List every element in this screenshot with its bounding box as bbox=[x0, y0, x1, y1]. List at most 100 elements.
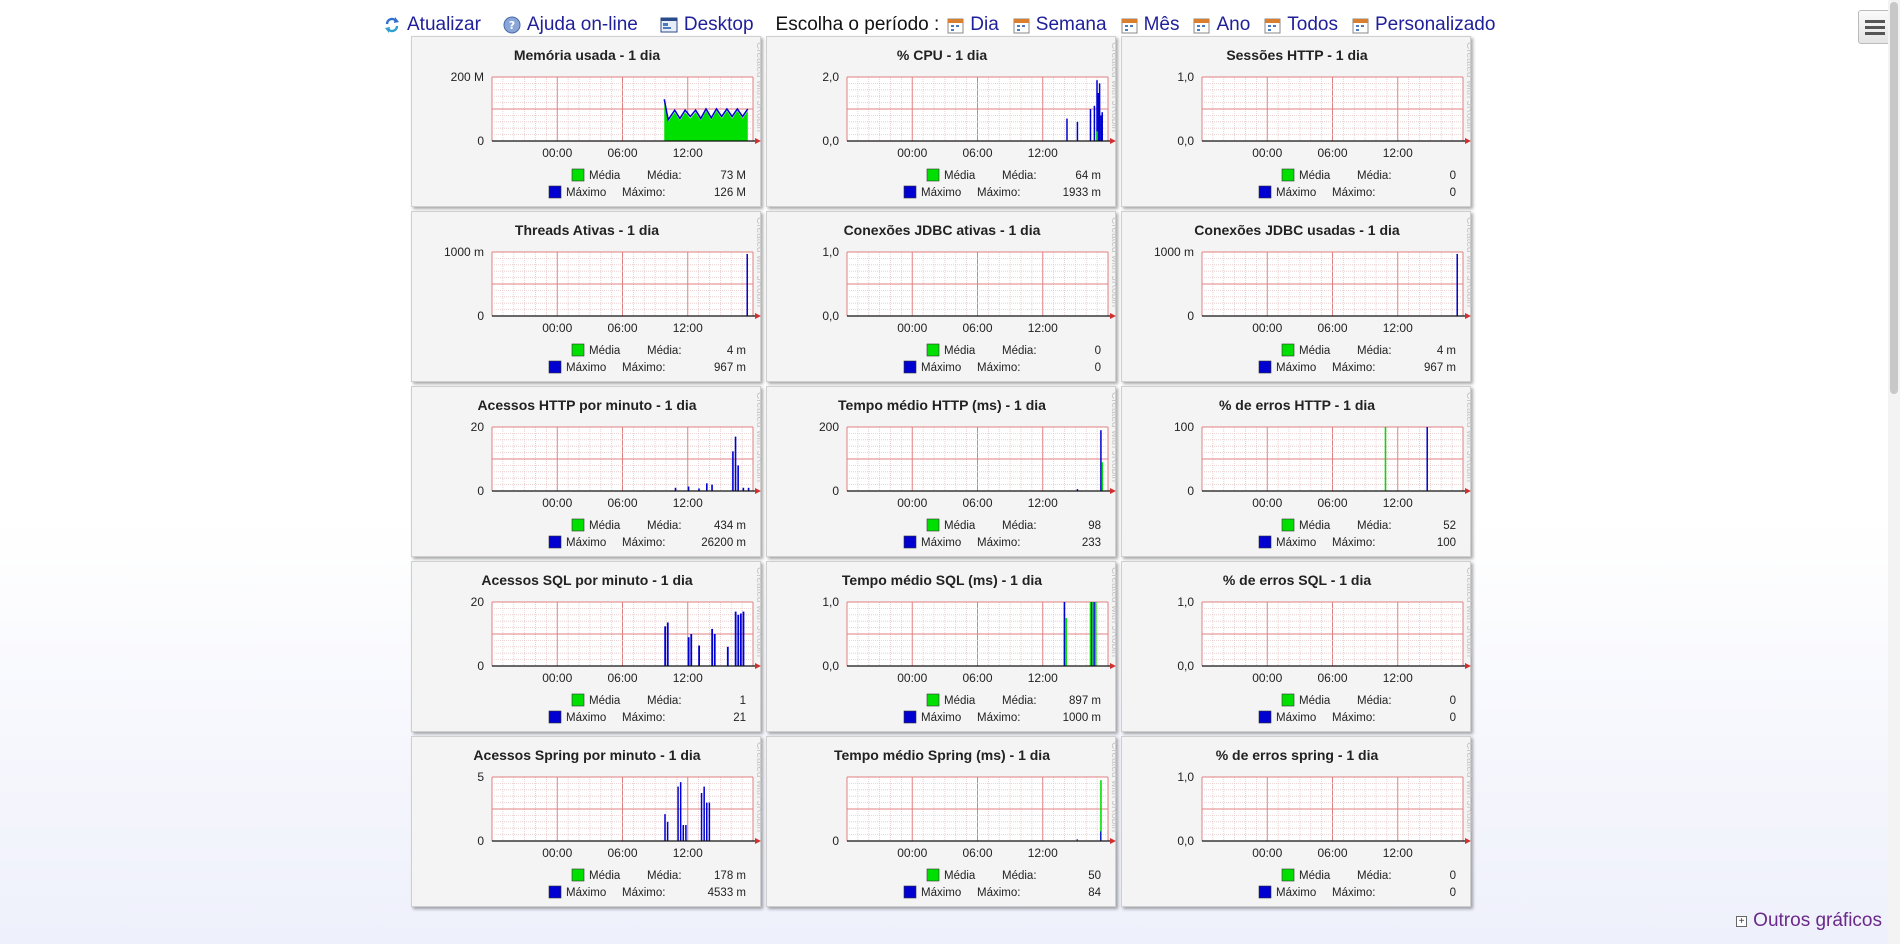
legend-swatch-max bbox=[1258, 360, 1272, 374]
desktop-link[interactable]: Desktop bbox=[660, 14, 754, 36]
legend-swatch-mean bbox=[926, 343, 940, 357]
x-tick-label: 00:00 bbox=[897, 496, 927, 510]
mean-value: 73 M bbox=[720, 170, 746, 182]
x-tick-label: 12:00 bbox=[1383, 846, 1413, 860]
x-tick-label: 06:00 bbox=[962, 846, 992, 860]
chart-legend: Média Média: 0 Máximo Máximo: 0 bbox=[1258, 868, 1456, 899]
help-link[interactable]: ? Ajuda on-line bbox=[503, 14, 638, 36]
chart-panel[interactable]: Conexões JDBC usadas - 1 dia Created with… bbox=[1121, 211, 1472, 382]
chart-legend: Média Média: 4 m Máximo Máximo: 967 m bbox=[548, 343, 746, 374]
x-tick-label: 06:00 bbox=[607, 146, 637, 160]
chart-panel[interactable]: Sessões HTTP - 1 dia Created with JRobin 1… bbox=[1121, 36, 1472, 207]
x-tick-label: 12:00 bbox=[1383, 321, 1413, 335]
y-tick-bottom: 0 bbox=[1187, 484, 1194, 498]
legend-swatch-mean bbox=[926, 868, 940, 882]
x-tick-label: 00:00 bbox=[897, 146, 927, 160]
legend-value-label-mean: Média: bbox=[1002, 695, 1037, 707]
max-value: 21 bbox=[733, 712, 746, 724]
watermark: Created with JRobin bbox=[1109, 567, 1117, 657]
chart-series bbox=[664, 611, 745, 666]
chart-title: % de erros HTTP - 1 dia bbox=[1219, 397, 1375, 413]
y-tick-bottom: 0 bbox=[832, 834, 839, 848]
watermark: Created with JRobin bbox=[1109, 392, 1117, 482]
watermark: Created with JRobin bbox=[1109, 42, 1117, 132]
legend-value-label-max: Máximo: bbox=[622, 362, 665, 374]
y-tick-bottom: 0,0 bbox=[1177, 134, 1194, 148]
y-tick-bottom: 0,0 bbox=[822, 309, 839, 323]
chart-panel[interactable]: % de erros HTTP - 1 dia Created with JRob… bbox=[1121, 386, 1472, 557]
chart-panel[interactable]: Tempo médio HTTP (ms) - 1 dia Created wit… bbox=[766, 386, 1117, 557]
period-link-0[interactable]: Dia bbox=[947, 14, 999, 36]
chart-series bbox=[1076, 780, 1102, 841]
chart-title: Tempo médio HTTP (ms) - 1 dia bbox=[838, 397, 1046, 413]
chart-panel[interactable]: Acessos Spring por minuto - 1 dia Created… bbox=[411, 736, 762, 907]
x-tick-label: 00:00 bbox=[542, 496, 572, 510]
period-link-1[interactable]: Semana bbox=[1013, 14, 1107, 36]
legend-swatch-max bbox=[903, 885, 917, 899]
watermark: Created with JRobin bbox=[1464, 217, 1472, 307]
menu-button[interactable] bbox=[1858, 10, 1892, 44]
expand-icon: + bbox=[1736, 915, 1748, 927]
chart-svg: Conexões JDBC ativas - 1 dia Created with… bbox=[822, 217, 1117, 374]
refresh-link[interactable]: Atualizar bbox=[383, 14, 481, 36]
max-value: 1000 m bbox=[1063, 712, 1101, 724]
y-tick-top: 2,0 bbox=[822, 70, 839, 84]
legend-swatch-mean bbox=[1281, 693, 1295, 707]
x-tick-label: 12:00 bbox=[1028, 671, 1058, 685]
y-tick-top: 1,0 bbox=[1177, 595, 1194, 609]
x-tick-label: 06:00 bbox=[607, 671, 637, 685]
legend-value-label-max: Máximo: bbox=[977, 362, 1020, 374]
legend-label-mean: Média bbox=[1299, 695, 1331, 707]
chart-panel[interactable]: % CPU - 1 dia Created with JRobin 2,0 0,0 00… bbox=[766, 36, 1117, 207]
chart-title: Conexões JDBC ativas - 1 dia bbox=[844, 222, 1041, 238]
axis-arrow-icon bbox=[755, 313, 761, 319]
watermark: Created with JRobin bbox=[754, 217, 762, 307]
chart-legend: Média Média: 897 m Máximo Máximo: 1000 m bbox=[903, 693, 1101, 724]
chart-panel[interactable]: Conexões JDBC ativas - 1 dia Created with… bbox=[766, 211, 1117, 382]
other-charts-link[interactable]: + Outros gráficos bbox=[1736, 910, 1882, 932]
legend-value-label-max: Máximo: bbox=[1332, 537, 1375, 549]
legend-value-label-mean: Média: bbox=[647, 870, 682, 882]
x-tick-label: 12:00 bbox=[1383, 671, 1413, 685]
legend-label-mean: Média bbox=[944, 345, 976, 357]
chart-legend: Média Média: 64 m Máximo Máximo: 1933 m bbox=[903, 168, 1101, 199]
legend-label-mean: Média bbox=[589, 170, 621, 182]
chart-panel[interactable]: Threads Ativas - 1 dia Created with JRobi… bbox=[411, 211, 762, 382]
chart-panel[interactable]: Memória usada - 1 dia Created with JRobin… bbox=[411, 36, 762, 207]
chart-series bbox=[1456, 253, 1458, 316]
chart-panel[interactable]: Tempo médio SQL (ms) - 1 dia Created with… bbox=[766, 561, 1117, 732]
chart-panel[interactable]: Acessos SQL por minuto - 1 dia Created wi… bbox=[411, 561, 762, 732]
period-link-2[interactable]: Mês bbox=[1121, 14, 1179, 36]
watermark: Created with JRobin bbox=[1464, 742, 1472, 832]
mean-value: 1 bbox=[740, 695, 746, 707]
chart-panel[interactable]: % de erros SQL - 1 dia Created with JRobi… bbox=[1121, 561, 1472, 732]
axis-arrow-icon bbox=[755, 838, 761, 844]
y-tick-bottom: 0,0 bbox=[822, 659, 839, 673]
y-tick-top: 1,0 bbox=[1177, 770, 1194, 784]
max-value: 1933 m bbox=[1063, 187, 1101, 199]
legend-label-mean: Média bbox=[1299, 345, 1331, 357]
chart-series bbox=[663, 99, 749, 141]
chart-svg: Memória usada - 1 dia Created with JRobin… bbox=[451, 42, 762, 199]
watermark: Created with JRobin bbox=[1109, 742, 1117, 832]
legend-swatch-max bbox=[903, 710, 917, 724]
legend-value-label-max: Máximo: bbox=[622, 187, 665, 199]
legend-value-label-mean: Média: bbox=[1002, 870, 1037, 882]
chart-panel[interactable]: Tempo médio Spring (ms) - 1 dia Created w… bbox=[766, 736, 1117, 907]
period-link-3[interactable]: Ano bbox=[1193, 14, 1250, 36]
legend-label-max: Máximo bbox=[921, 887, 961, 899]
watermark: Created with JRobin bbox=[1464, 42, 1472, 132]
scrollbar[interactable] bbox=[1888, 0, 1900, 944]
x-tick-label: 00:00 bbox=[542, 321, 572, 335]
x-tick-label: 12:00 bbox=[673, 496, 703, 510]
period-links: Dia Semana Mês Ano Todos Personalizado bbox=[947, 14, 1509, 36]
chart-panel[interactable]: Acessos HTTP por minuto - 1 dia Created w… bbox=[411, 386, 762, 557]
chart-title: Acessos Spring por minuto - 1 dia bbox=[473, 747, 700, 763]
scrollbar-thumb[interactable] bbox=[1890, 2, 1898, 394]
chart-legend: Média Média: 178 m Máximo Máximo: 4533 m bbox=[548, 868, 746, 899]
chart-title: Tempo médio Spring (ms) - 1 dia bbox=[834, 747, 1050, 763]
max-value: 0 bbox=[1450, 887, 1456, 899]
period-link-5[interactable]: Personalizado bbox=[1352, 14, 1495, 36]
period-link-4[interactable]: Todos bbox=[1264, 14, 1338, 36]
chart-panel[interactable]: % de erros spring - 1 dia Created with JR… bbox=[1121, 736, 1472, 907]
